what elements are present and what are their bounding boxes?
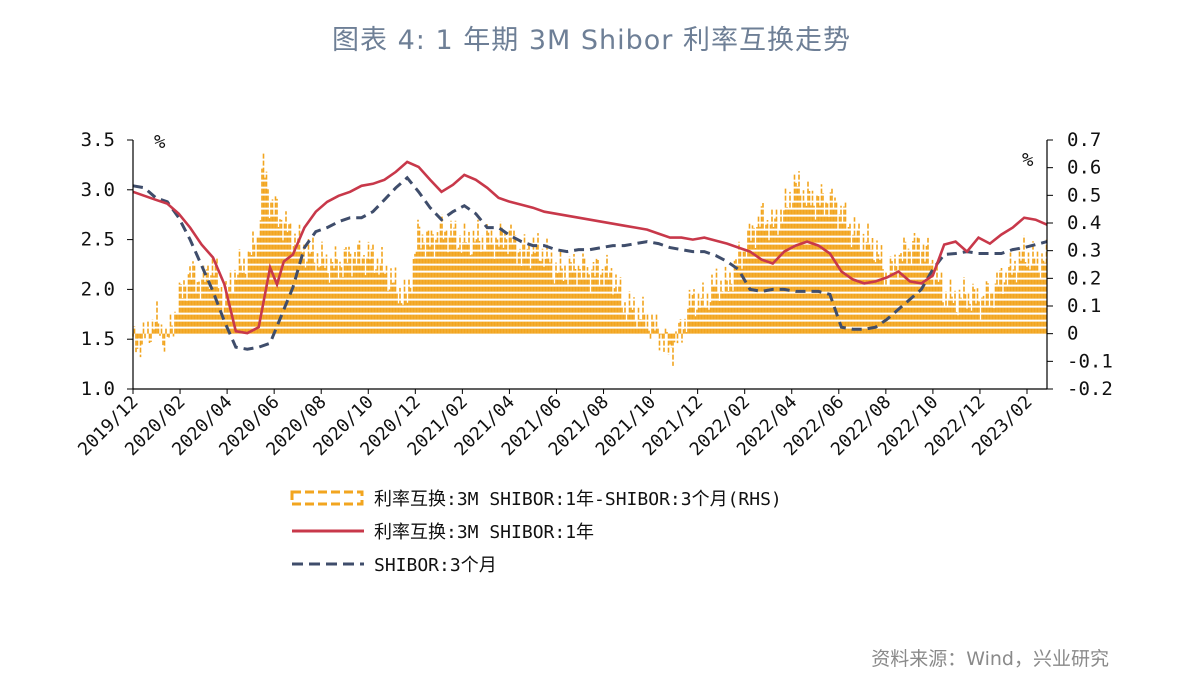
left-tick-label: 1.0 bbox=[81, 378, 115, 400]
legend-label: SHIBOR:3个月 bbox=[374, 555, 497, 576]
chart-title: 图表 4: 1 年期 3M Shibor 利率互换走势 bbox=[332, 25, 851, 56]
right-tick-label: 0.6 bbox=[1067, 157, 1101, 179]
right-tick-label: 0.1 bbox=[1067, 295, 1101, 317]
left-tick-label: 1.5 bbox=[81, 328, 115, 350]
legend-group: 利率互换:3M SHIBOR:1年-SHIBOR:3个月(RHS) 利率互换:3M… bbox=[290, 489, 782, 576]
right-tick-label: 0.4 bbox=[1067, 212, 1101, 234]
legend-swatch-spread bbox=[290, 490, 364, 506]
right-tick-label: -0.1 bbox=[1067, 350, 1113, 372]
right-tick-label: 0 bbox=[1067, 323, 1078, 345]
left-unit-label: % bbox=[154, 131, 166, 153]
right-tick-label: 0.3 bbox=[1067, 240, 1101, 262]
legend-label: 利率互换:3M SHIBOR:1年 bbox=[374, 522, 594, 543]
right-tick-label: 0.5 bbox=[1067, 184, 1101, 206]
right-tick-label: 0.7 bbox=[1067, 129, 1101, 151]
left-tick-label: 2.5 bbox=[81, 229, 115, 251]
left-tick-label: 2.0 bbox=[81, 278, 115, 300]
left-tick-label: 3.5 bbox=[81, 129, 115, 151]
lines-group bbox=[132, 160, 1048, 351]
source-note: 资料来源：Wind，兴业研究 bbox=[871, 648, 1109, 670]
spread-bars-group bbox=[132, 151, 1048, 366]
legend-label: 利率互换:3M SHIBOR:1年-SHIBOR:3个月(RHS) bbox=[374, 489, 782, 510]
right-tick-label: -0.2 bbox=[1067, 378, 1113, 400]
right-tick-label: 0.2 bbox=[1067, 267, 1101, 289]
right-unit-label: % bbox=[1022, 149, 1034, 171]
swap-1y-line bbox=[132, 160, 1048, 335]
chart-canvas: 1.0 1.5 2.0 2.5 3.0 3.5 % -0.2 -0.1 0 0.1 0.2 0.3 0.4… bbox=[74, 129, 1113, 576]
shibor-3m-line bbox=[132, 175, 1048, 351]
left-tick-label: 3.0 bbox=[81, 179, 115, 201]
